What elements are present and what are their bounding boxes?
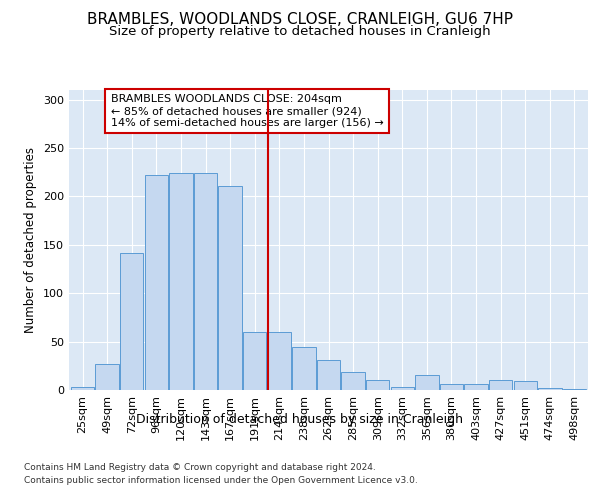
Y-axis label: Number of detached properties: Number of detached properties xyxy=(25,147,37,333)
Bar xyxy=(317,360,340,390)
Bar xyxy=(415,374,439,390)
Text: Distribution of detached houses by size in Cranleigh: Distribution of detached houses by size … xyxy=(137,412,464,426)
Bar xyxy=(145,175,168,390)
Text: BRAMBLES WOODLANDS CLOSE: 204sqm
← 85% of detached houses are smaller (924)
14% : BRAMBLES WOODLANDS CLOSE: 204sqm ← 85% o… xyxy=(110,94,383,128)
Bar xyxy=(489,380,512,390)
Bar xyxy=(120,252,143,390)
Bar xyxy=(218,186,242,390)
Bar xyxy=(563,389,586,390)
Bar xyxy=(464,384,488,390)
Text: Contains public sector information licensed under the Open Government Licence v3: Contains public sector information licen… xyxy=(24,476,418,485)
Bar xyxy=(292,348,316,390)
Bar xyxy=(169,173,193,390)
Bar xyxy=(341,372,365,390)
Bar xyxy=(71,387,94,390)
Bar xyxy=(538,388,562,390)
Bar xyxy=(366,380,389,390)
Text: BRAMBLES, WOODLANDS CLOSE, CRANLEIGH, GU6 7HP: BRAMBLES, WOODLANDS CLOSE, CRANLEIGH, GU… xyxy=(87,12,513,28)
Bar xyxy=(514,382,537,390)
Bar xyxy=(440,384,463,390)
Bar xyxy=(95,364,119,390)
Bar xyxy=(391,387,414,390)
Bar xyxy=(194,173,217,390)
Bar xyxy=(268,332,291,390)
Text: Size of property relative to detached houses in Cranleigh: Size of property relative to detached ho… xyxy=(109,25,491,38)
Bar xyxy=(243,332,266,390)
Text: Contains HM Land Registry data © Crown copyright and database right 2024.: Contains HM Land Registry data © Crown c… xyxy=(24,462,376,471)
